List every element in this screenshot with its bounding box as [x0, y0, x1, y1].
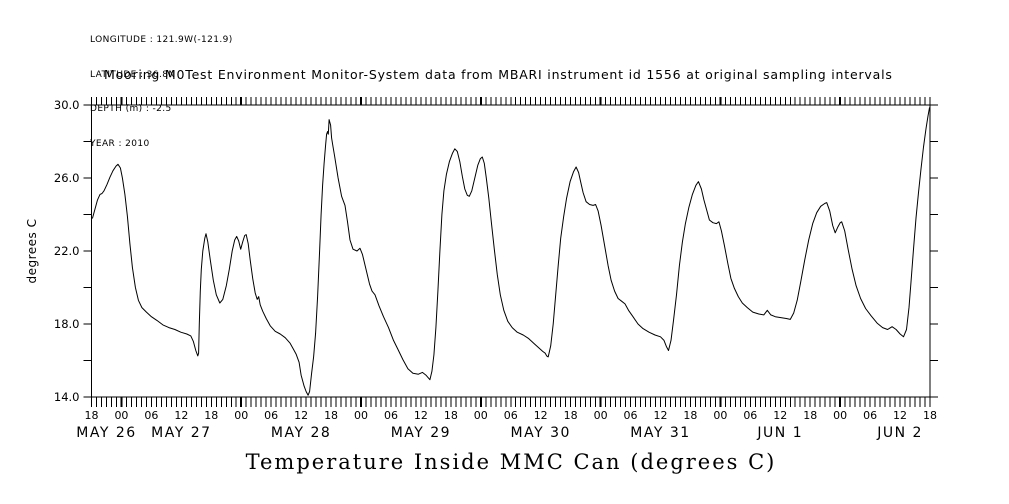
plot-border [91, 104, 931, 398]
hour-label: 18 [204, 409, 218, 422]
metadata-depth: DEPTH (m) : -2.5 [90, 104, 172, 114]
hour-label: 12 [174, 409, 188, 422]
hour-label: 12 [773, 409, 787, 422]
date-label: MAY 28 [271, 425, 331, 441]
y-tick-label: 30.0 [54, 98, 80, 112]
hour-label: 06 [144, 409, 158, 422]
chart-title: Temperature Inside MMC Can (degrees C) [245, 450, 777, 474]
y-tick-label: 22.0 [54, 244, 80, 258]
date-label: MAY 31 [630, 425, 690, 441]
metadata-block: LONGITUDE : 121.9W(-121.9) LATITUDE : 36… [90, 12, 233, 173]
x-hour-labels: 18 00 06 12 18 00 06 12 18 00 06 12 18 00 06 12 18 00 06 12… [85, 409, 938, 422]
hour-label: 00 [234, 409, 248, 422]
hour-label: 18 [564, 409, 578, 422]
date-label: MAY 29 [391, 425, 451, 441]
date-label: JUN 1 [756, 425, 803, 441]
hour-label: 00 [594, 409, 608, 422]
hour-label: 18 [324, 409, 338, 422]
hour-label: 12 [893, 409, 907, 422]
date-label: MAY 27 [151, 425, 211, 441]
y-tick-label: 14.0 [54, 390, 80, 404]
hour-label: 06 [743, 409, 757, 422]
hour-label: 18 [444, 409, 458, 422]
hour-label: 18 [923, 409, 937, 422]
y-tick-label: 18.0 [54, 317, 80, 331]
hour-label: 00 [474, 409, 488, 422]
x-axis-ticks-bottom [91, 397, 931, 407]
hour-label: 00 [833, 409, 847, 422]
hour-label: 12 [534, 409, 548, 422]
y-axis-ticks-left [83, 104, 92, 398]
y-tick-label: 26.0 [54, 171, 80, 185]
date-label: MAY 30 [511, 425, 571, 441]
hour-label: 06 [384, 409, 398, 422]
x-axis-ticks-top [91, 97, 931, 105]
hour-label: 06 [504, 409, 518, 422]
hour-label: 12 [414, 409, 428, 422]
hour-label: 12 [653, 409, 667, 422]
metadata-latitude: LATITUDE : 36.8N [90, 69, 176, 80]
hour-label: 00 [354, 409, 368, 422]
hour-label: 18 [85, 409, 99, 422]
hour-label: 18 [683, 409, 697, 422]
hour-label: 18 [803, 409, 817, 422]
plot-subtitle: Mooring M0Test Environment Monitor-Syste… [104, 67, 893, 82]
hour-label: 12 [294, 409, 308, 422]
hour-label: 06 [863, 409, 877, 422]
hour-label: 06 [264, 409, 278, 422]
x-date-labels: MAY 26 MAY 27 MAY 28 MAY 29 MAY 30 MAY 31 JUN … [76, 425, 923, 441]
hour-label: 00 [713, 409, 727, 422]
metadata-year: YEAR : 2010 [90, 138, 150, 149]
hour-label: 00 [114, 409, 128, 422]
hour-label: 06 [624, 409, 638, 422]
metadata-longitude: LONGITUDE : 121.9W(-121.9) [90, 35, 233, 45]
y-tick-labels: 14.0 18.0 22.0 26.0 30.0 [54, 98, 80, 404]
y-axis-title: degrees C [25, 219, 39, 284]
date-label: MAY 26 [76, 425, 136, 441]
date-label: JUN 2 [876, 425, 923, 441]
y-axis-ticks-right [930, 104, 938, 398]
temperature-line [92, 107, 930, 396]
